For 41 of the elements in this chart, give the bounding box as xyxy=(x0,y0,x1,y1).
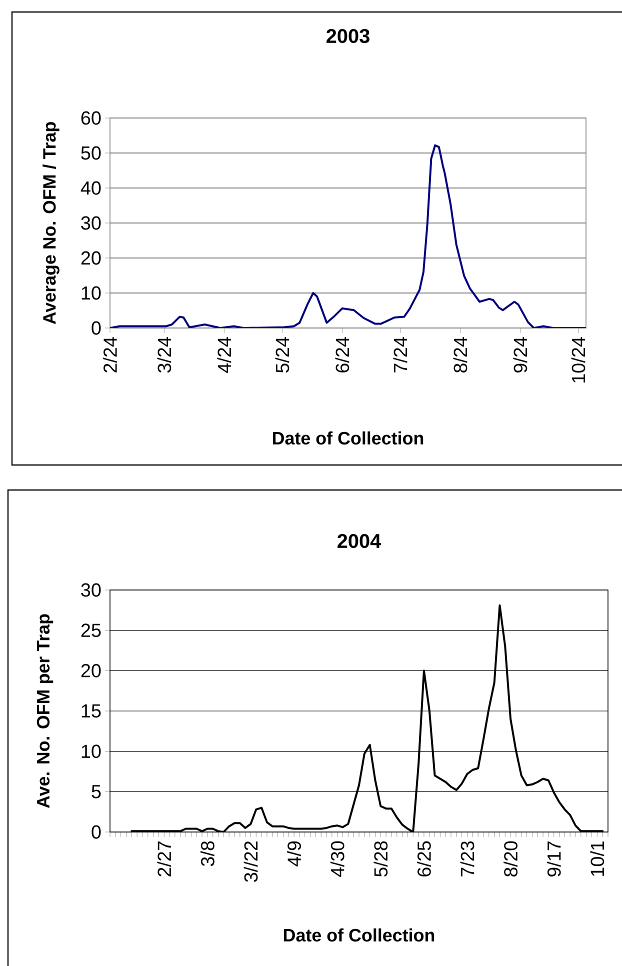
y-tick-label: 30 xyxy=(81,216,101,230)
x-tick-label: 7/23 xyxy=(460,841,474,876)
x-tick-label: 5/24 xyxy=(275,337,290,373)
y-tick-label: 50 xyxy=(81,146,101,160)
x-tick-label: 3/24 xyxy=(157,337,172,373)
y-tick-label: 20 xyxy=(81,664,101,678)
x-tick-label: 9/17 xyxy=(546,841,561,876)
y-axis-title: Average No. OFM / Trap xyxy=(42,122,60,324)
y-tick-label: 5 xyxy=(92,785,101,798)
x-tick-label: 8/20 xyxy=(504,841,518,877)
x-tick-label: 2/27 xyxy=(157,841,172,876)
x-axis-title: Date of Collection xyxy=(284,928,434,942)
chart-title: 2004 xyxy=(338,534,382,548)
x-tick-label: 5/28 xyxy=(374,841,388,877)
x-tick-label: 4/24 xyxy=(217,337,232,373)
x-tick-label: 4/30 xyxy=(330,841,344,877)
x-tick-label: 10/1 xyxy=(590,841,604,876)
y-tick-label: 30 xyxy=(81,583,101,597)
x-tick-label: 2/24 xyxy=(103,337,117,372)
x-tick-label: 3/8 xyxy=(200,841,214,866)
x-tick-label: 6/25 xyxy=(416,841,431,876)
y-tick-label: 25 xyxy=(81,624,101,638)
x-tick-label: 10/24 xyxy=(571,337,586,382)
x-tick-label: 6/24 xyxy=(335,337,350,372)
x-tick-label: 7/24 xyxy=(393,337,408,372)
line-series xyxy=(110,144,586,328)
x-tick-label: 3//22 xyxy=(244,841,258,882)
y-tick-label: 40 xyxy=(80,181,101,195)
chart-title: 2003 xyxy=(326,28,370,44)
y-tick-label: 10 xyxy=(82,744,101,758)
y-tick-label: 20 xyxy=(81,251,101,265)
y-tick-label: 0 xyxy=(92,825,101,839)
y-tick-label: 0 xyxy=(92,321,101,335)
x-tick-label: 9/24 xyxy=(513,337,528,372)
x-tick-label: 4/9 xyxy=(287,841,301,866)
x-axis-title: Date of Collection xyxy=(272,431,424,445)
y-axis-title: Ave. No. OFM per Trap xyxy=(36,614,54,808)
y-tick-label: 60 xyxy=(81,111,101,125)
y-tick-label: 10 xyxy=(82,286,101,300)
x-tick-label: 8/24 xyxy=(453,337,468,373)
y-tick-label: 15 xyxy=(82,704,101,718)
